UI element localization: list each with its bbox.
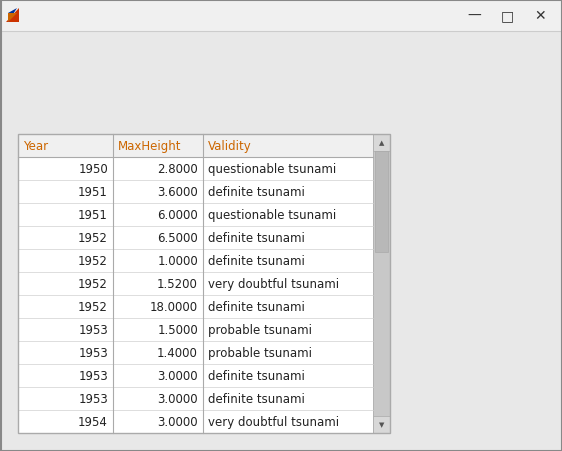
Bar (18, 135, 390, 433)
Text: definite tsunami: definite tsunami (208, 392, 305, 405)
Bar (18, 135, 373, 158)
Polygon shape (6, 9, 19, 23)
Text: 1951: 1951 (78, 208, 108, 221)
Text: 6.5000: 6.5000 (157, 231, 198, 244)
Text: ▼: ▼ (379, 422, 384, 428)
Polygon shape (8, 9, 17, 23)
Bar (0, 0, 562, 32)
Text: 1952: 1952 (78, 277, 108, 290)
Text: 1952: 1952 (78, 300, 108, 313)
Bar (375, 152, 388, 252)
Bar (373, 135, 390, 152)
Text: 1950: 1950 (78, 163, 108, 175)
Text: 3.0000: 3.0000 (157, 392, 198, 405)
Text: questionable tsunami: questionable tsunami (208, 208, 336, 221)
Text: ✕: ✕ (534, 9, 546, 23)
Text: 3.6000: 3.6000 (157, 186, 198, 198)
Text: questionable tsunami: questionable tsunami (208, 163, 336, 175)
Text: probable tsunami: probable tsunami (208, 323, 312, 336)
Text: definite tsunami: definite tsunami (208, 254, 305, 267)
Text: MaxHeight: MaxHeight (118, 140, 182, 152)
Text: 1952: 1952 (78, 231, 108, 244)
Text: 18.0000: 18.0000 (150, 300, 198, 313)
Text: 1953: 1953 (78, 369, 108, 382)
Text: 1.5000: 1.5000 (157, 323, 198, 336)
Bar (18, 135, 390, 433)
Text: very doubtful tsunami: very doubtful tsunami (208, 277, 339, 290)
Text: definite tsunami: definite tsunami (208, 369, 305, 382)
Bar (373, 416, 390, 433)
Text: 1953: 1953 (78, 392, 108, 405)
Bar (373, 135, 390, 433)
Text: ▲: ▲ (379, 140, 384, 146)
Text: 1.0000: 1.0000 (157, 254, 198, 267)
Text: 1954: 1954 (78, 415, 108, 428)
Text: definite tsunami: definite tsunami (208, 186, 305, 198)
Text: 1953: 1953 (78, 323, 108, 336)
Text: 1953: 1953 (78, 346, 108, 359)
Text: very doubtful tsunami: very doubtful tsunami (208, 415, 339, 428)
Text: 1951: 1951 (78, 186, 108, 198)
Text: □: □ (500, 9, 514, 23)
Text: definite tsunami: definite tsunami (208, 300, 305, 313)
Text: 1.5200: 1.5200 (157, 277, 198, 290)
Text: probable tsunami: probable tsunami (208, 346, 312, 359)
Text: 6.0000: 6.0000 (157, 208, 198, 221)
Polygon shape (8, 14, 17, 23)
Text: 1952: 1952 (78, 254, 108, 267)
Text: 1.4000: 1.4000 (157, 346, 198, 359)
Text: Year: Year (23, 140, 48, 152)
Text: 3.0000: 3.0000 (157, 415, 198, 428)
Text: 2.8000: 2.8000 (157, 163, 198, 175)
Text: Validity: Validity (208, 140, 252, 152)
Text: definite tsunami: definite tsunami (208, 231, 305, 244)
Text: 3.0000: 3.0000 (157, 369, 198, 382)
Text: —: — (467, 9, 481, 23)
